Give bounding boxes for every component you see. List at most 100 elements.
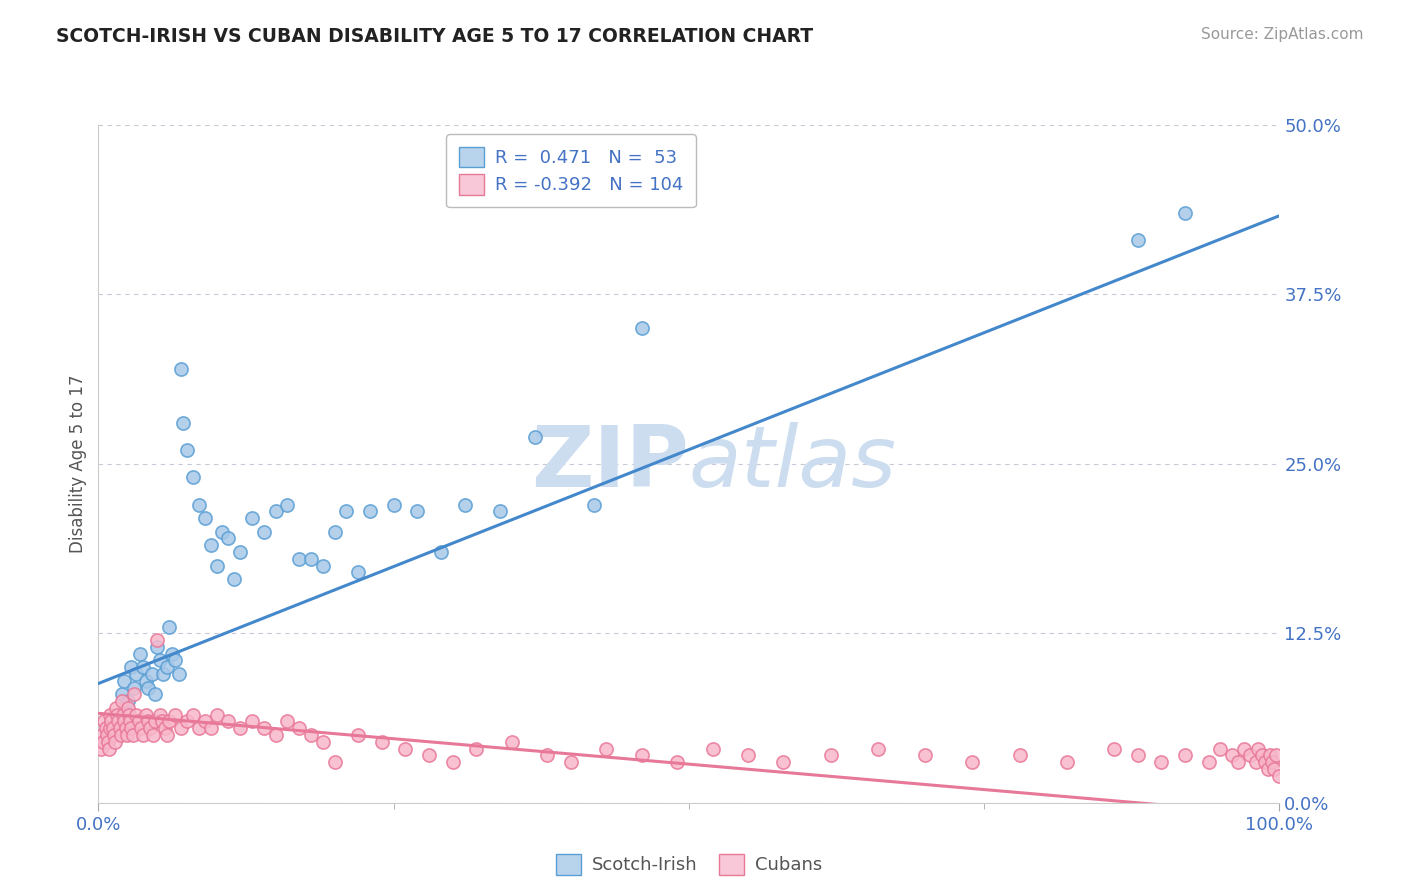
Y-axis label: Disability Age 5 to 17: Disability Age 5 to 17 bbox=[69, 375, 87, 553]
Point bbox=[299, 728, 322, 742]
Point bbox=[595, 741, 617, 756]
Point bbox=[211, 524, 233, 539]
Point bbox=[136, 681, 159, 695]
Point bbox=[335, 504, 357, 518]
Point bbox=[630, 321, 652, 335]
Point bbox=[217, 714, 239, 729]
Point bbox=[135, 673, 157, 688]
Point bbox=[156, 728, 179, 742]
Point bbox=[453, 498, 475, 512]
Point bbox=[146, 640, 169, 654]
Point bbox=[181, 470, 204, 484]
Point bbox=[1174, 748, 1197, 763]
Point bbox=[253, 721, 276, 735]
Point bbox=[276, 714, 298, 729]
Point bbox=[229, 721, 252, 735]
Point bbox=[96, 728, 118, 742]
Point bbox=[240, 511, 263, 525]
Point bbox=[157, 714, 180, 729]
Point bbox=[630, 748, 652, 763]
Point bbox=[217, 532, 239, 546]
Point bbox=[112, 714, 135, 729]
Point bbox=[115, 728, 138, 742]
Point bbox=[583, 498, 606, 512]
Point bbox=[253, 524, 276, 539]
Point bbox=[288, 721, 311, 735]
Point bbox=[347, 728, 370, 742]
Point bbox=[129, 721, 152, 735]
Point bbox=[112, 707, 135, 722]
Point bbox=[165, 707, 187, 722]
Point bbox=[146, 633, 169, 648]
Point bbox=[111, 687, 134, 701]
Point bbox=[1150, 755, 1173, 769]
Point bbox=[312, 558, 335, 573]
Point bbox=[1220, 748, 1243, 763]
Point bbox=[323, 755, 346, 769]
Point bbox=[465, 741, 488, 756]
Point bbox=[323, 524, 346, 539]
Point bbox=[1198, 755, 1220, 769]
Point bbox=[156, 660, 179, 674]
Point bbox=[149, 707, 172, 722]
Point bbox=[91, 735, 114, 749]
Point bbox=[866, 741, 889, 756]
Point bbox=[264, 504, 287, 518]
Point bbox=[167, 667, 190, 681]
Point bbox=[105, 701, 128, 715]
Point bbox=[117, 694, 139, 708]
Point bbox=[1126, 748, 1149, 763]
Point bbox=[371, 735, 394, 749]
Point bbox=[1056, 755, 1078, 769]
Point bbox=[1264, 748, 1286, 763]
Point bbox=[170, 721, 193, 735]
Point bbox=[135, 707, 157, 722]
Point bbox=[125, 667, 148, 681]
Point bbox=[1244, 755, 1267, 769]
Point bbox=[117, 701, 139, 715]
Point bbox=[205, 558, 228, 573]
Point bbox=[100, 714, 122, 729]
Point bbox=[122, 681, 145, 695]
Point bbox=[121, 721, 143, 735]
Point bbox=[118, 707, 141, 722]
Point bbox=[1008, 748, 1031, 763]
Legend: Scotch-Irish, Cubans: Scotch-Irish, Cubans bbox=[548, 847, 830, 882]
Point bbox=[157, 619, 180, 633]
Point bbox=[110, 728, 132, 742]
Text: SCOTCH-IRISH VS CUBAN DISABILITY AGE 5 TO 17 CORRELATION CHART: SCOTCH-IRISH VS CUBAN DISABILITY AGE 5 T… bbox=[56, 27, 813, 45]
Point bbox=[105, 707, 128, 722]
Text: Source: ZipAtlas.com: Source: ZipAtlas.com bbox=[1201, 27, 1364, 42]
Point bbox=[418, 748, 440, 763]
Point bbox=[666, 755, 689, 769]
Point bbox=[104, 735, 127, 749]
Point bbox=[152, 667, 174, 681]
Point bbox=[524, 430, 547, 444]
Point bbox=[224, 572, 246, 586]
Point bbox=[111, 694, 134, 708]
Point bbox=[1227, 755, 1250, 769]
Point bbox=[120, 714, 142, 729]
Point bbox=[176, 714, 198, 729]
Point bbox=[1126, 233, 1149, 247]
Point bbox=[347, 566, 370, 580]
Point bbox=[165, 653, 187, 667]
Point bbox=[194, 714, 217, 729]
Point bbox=[101, 721, 124, 735]
Point bbox=[406, 504, 429, 518]
Point bbox=[143, 687, 166, 701]
Point bbox=[1257, 762, 1279, 776]
Point bbox=[299, 551, 322, 566]
Point bbox=[962, 755, 984, 769]
Point bbox=[132, 660, 155, 674]
Point bbox=[772, 755, 794, 769]
Point bbox=[172, 416, 194, 430]
Point bbox=[1247, 741, 1270, 756]
Point bbox=[240, 714, 263, 729]
Point bbox=[132, 728, 155, 742]
Point bbox=[91, 728, 114, 742]
Point bbox=[122, 687, 145, 701]
Point bbox=[128, 647, 150, 661]
Point bbox=[128, 714, 150, 729]
Text: atlas: atlas bbox=[689, 422, 897, 506]
